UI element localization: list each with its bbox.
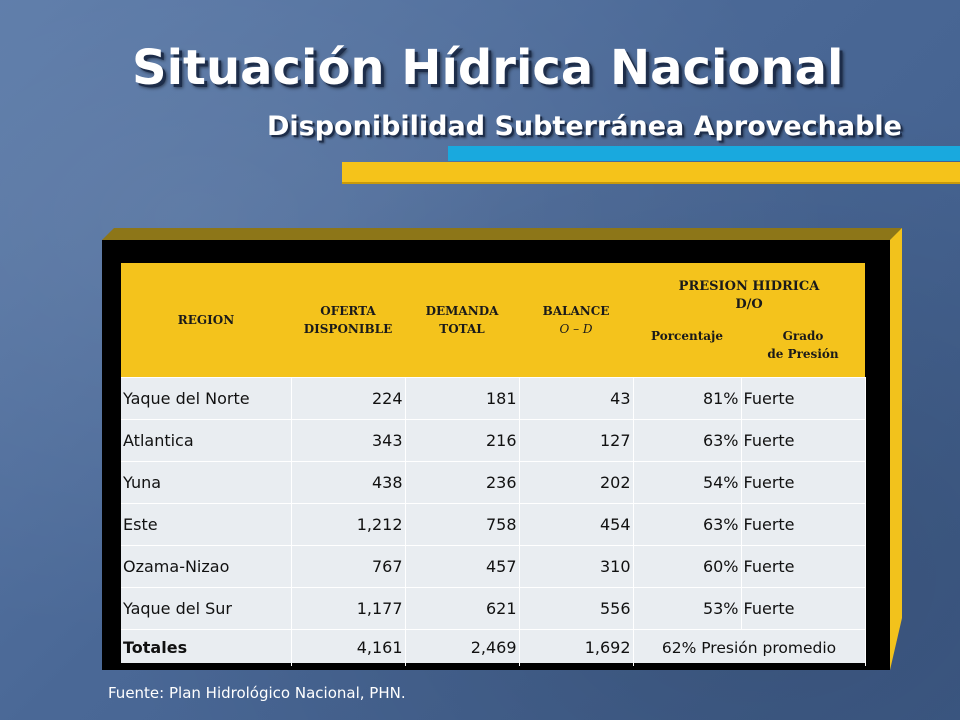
cell-demanda: 457 [405, 544, 520, 587]
accent-bar-blue [448, 146, 960, 161]
header-oferta: OFERTA DISPONIBLE [291, 263, 405, 377]
header-region: REGION [121, 263, 291, 377]
header-grado: Grado de Presión [741, 323, 865, 377]
cell-totals-oferta: 4,161 [291, 628, 406, 666]
water-balance-table: REGION OFERTA DISPONIBLE DEMANDA TOTAL BAL… [121, 263, 866, 666]
header-demanda: DEMANDA TOTAL [405, 263, 519, 377]
cell-porcentaje: 60% [633, 544, 742, 587]
cell-grado: Fuerte [741, 376, 866, 419]
accent-bar-yellow [342, 162, 960, 184]
slide-subtitle: Disponibilidad Subterránea Aprovechable [266, 111, 902, 142]
header-balance: BALANCE O – D [519, 263, 633, 377]
cell-region: Ozama-Nizao [121, 544, 292, 587]
cell-grado: Fuerte [741, 460, 866, 503]
cell-oferta: 438 [291, 460, 406, 503]
cell-totals-balance: 1,692 [519, 628, 634, 666]
cell-demanda: 236 [405, 460, 520, 503]
cell-grado: Fuerte [741, 586, 866, 629]
cell-oferta: 343 [291, 418, 406, 461]
cell-grado: Fuerte [741, 418, 866, 461]
slide-title: Situación Hídrica Nacional [132, 40, 844, 96]
table-row: Este 1,212 758 454 63% Fuerte [121, 502, 866, 545]
table-row: Yaque del Sur 1,177 621 556 53% Fuerte [121, 586, 866, 629]
cell-grado: Fuerte [741, 502, 866, 545]
cell-region: Yuna [121, 460, 292, 503]
cell-grado: Fuerte [741, 544, 866, 587]
cell-oferta: 1,212 [291, 502, 406, 545]
cell-demanda: 621 [405, 586, 520, 629]
frame-right-bevel [890, 228, 902, 670]
table-row: Atlantica 343 216 127 63% Fuerte [121, 418, 866, 461]
cell-oferta: 767 [291, 544, 406, 587]
cell-demanda: 216 [405, 418, 520, 461]
table-row: Ozama-Nizao 767 457 310 60% Fuerte [121, 544, 866, 587]
totals-row: Totales 4,161 2,469 1,692 62% Presión pr… [121, 628, 866, 666]
cell-balance: 310 [519, 544, 634, 587]
cell-balance: 127 [519, 418, 634, 461]
cell-porcentaje: 54% [633, 460, 742, 503]
table-row: Yuna 438 236 202 54% Fuerte [121, 460, 866, 503]
header-porcentaje: Porcentaje [633, 323, 741, 377]
cell-region: Yaque del Norte [121, 376, 292, 419]
frame-top-bevel [102, 228, 902, 240]
cell-totals-presion: 62% Presión promedio [633, 628, 866, 666]
cell-region: Atlantica [121, 418, 292, 461]
cell-demanda: 758 [405, 502, 520, 545]
header-presion: PRESION HIDRICA D/O [633, 263, 865, 323]
cell-balance: 556 [519, 586, 634, 629]
cell-porcentaje: 81% [633, 376, 742, 419]
cell-porcentaje: 63% [633, 418, 742, 461]
cell-porcentaje: 53% [633, 586, 742, 629]
cell-balance: 454 [519, 502, 634, 545]
cell-oferta: 1,177 [291, 586, 406, 629]
source-note: Fuente: Plan Hidrológico Nacional, PHN. [108, 684, 406, 702]
cell-balance: 43 [519, 376, 634, 419]
data-table-container: REGION OFERTA DISPONIBLE DEMANDA TOTAL BAL… [121, 263, 866, 666]
cell-region: Este [121, 502, 292, 545]
table-row: Yaque del Norte 224 181 43 81% Fuerte [121, 376, 866, 419]
cell-totals-demanda: 2,469 [405, 628, 520, 666]
cell-porcentaje: 63% [633, 502, 742, 545]
cell-balance: 202 [519, 460, 634, 503]
cell-region: Yaque del Sur [121, 586, 292, 629]
cell-demanda: 181 [405, 376, 520, 419]
cell-oferta: 224 [291, 376, 406, 419]
cell-totals-label: Totales [121, 628, 292, 666]
